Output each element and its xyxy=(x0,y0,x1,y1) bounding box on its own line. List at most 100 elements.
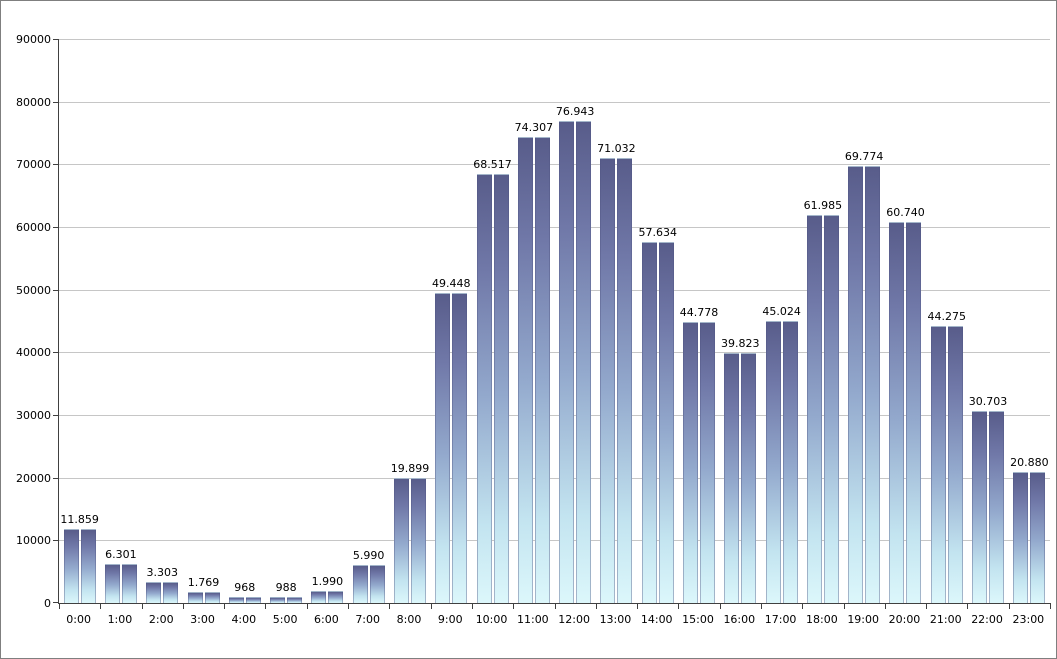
bar-group xyxy=(761,320,802,603)
bar-value-label: 19.899 xyxy=(390,462,430,476)
bar-value-label: 44.778 xyxy=(679,306,719,320)
x-axis-label: 0:00 xyxy=(66,613,91,626)
bar xyxy=(1030,472,1046,603)
y-tick xyxy=(53,540,59,542)
bar-value-label: 44.275 xyxy=(927,309,967,323)
bar xyxy=(270,596,286,603)
bar xyxy=(972,410,988,603)
bar xyxy=(576,120,592,603)
bar xyxy=(204,591,220,603)
bar xyxy=(311,590,327,603)
bar xyxy=(848,165,864,603)
bar-group xyxy=(431,293,472,603)
bar xyxy=(410,478,426,603)
x-axis-label: 15:00 xyxy=(682,613,714,626)
x-axis-label: 16:00 xyxy=(723,613,756,626)
bar-group xyxy=(678,322,719,603)
bar xyxy=(741,353,757,603)
x-tick xyxy=(802,603,804,609)
bar-value-label: 5.990 xyxy=(352,549,385,563)
x-axis-label: 22:00 xyxy=(971,613,1003,626)
bar-value-label: 30.703 xyxy=(968,394,1008,408)
x-axis-label: 20:00 xyxy=(888,613,921,626)
bar-value-label: 57.634 xyxy=(638,225,677,239)
x-tick xyxy=(513,603,515,609)
bar-group xyxy=(59,528,100,603)
x-axis-label: 14:00 xyxy=(640,613,673,626)
y-tick xyxy=(53,164,59,166)
x-tick xyxy=(554,603,556,609)
gridline xyxy=(59,289,1050,291)
bar-value-label: 74.307 xyxy=(514,121,554,135)
x-tick xyxy=(59,603,60,609)
x-axis-label: 10:00 xyxy=(475,613,508,626)
bar xyxy=(823,214,839,603)
y-tick xyxy=(53,352,59,354)
bar-value-label: 61.985 xyxy=(803,198,843,212)
y-tick xyxy=(53,39,59,40)
bar-value-label: 1.990 xyxy=(311,574,344,588)
y-tick-label: 10000 xyxy=(16,534,51,548)
bar xyxy=(369,565,385,603)
x-axis-label: 17:00 xyxy=(764,613,797,626)
bar-group xyxy=(307,590,348,603)
bar-group xyxy=(183,591,224,603)
x-tick xyxy=(471,603,473,609)
bar xyxy=(947,325,963,603)
x-axis-label: 12:00 xyxy=(558,613,590,626)
x-axis-label: 13:00 xyxy=(599,613,632,626)
x-axis-label: 4:00 xyxy=(231,613,257,626)
bar-group xyxy=(967,410,1008,603)
bar xyxy=(724,353,740,603)
y-tick-label: 30000 xyxy=(16,409,51,422)
x-axis-label: 23:00 xyxy=(1012,613,1045,626)
bar xyxy=(889,222,905,603)
x-tick xyxy=(843,603,845,609)
bar-value-label: 71.032 xyxy=(597,141,636,155)
bar-group xyxy=(596,157,637,603)
gridline xyxy=(59,352,1050,354)
bar xyxy=(559,120,575,603)
bar xyxy=(906,222,922,603)
x-axis: 0:00 1:00 2:00 3:00 4:00 5:00 6:00 7:00 8:00 9:00… xyxy=(58,613,1049,629)
gridline xyxy=(59,164,1050,166)
x-tick xyxy=(389,603,391,609)
x-tick xyxy=(265,603,267,609)
bar-value-label: 1.769 xyxy=(187,575,220,589)
x-tick xyxy=(719,603,721,609)
bar xyxy=(146,582,162,603)
x-tick xyxy=(1008,603,1010,609)
bar-group xyxy=(844,165,885,603)
bar-value-label: 11.859 xyxy=(60,512,99,526)
x-axis-label: 1:00 xyxy=(107,613,133,626)
bar-group xyxy=(555,120,596,603)
bar xyxy=(534,137,550,603)
bar-value-label: 3.303 xyxy=(146,566,178,580)
x-tick xyxy=(595,603,597,609)
y-tick-label: 50000 xyxy=(16,283,51,297)
bar-group xyxy=(224,596,265,603)
x-axis-label: 2:00 xyxy=(148,613,174,626)
y-tick xyxy=(53,477,59,479)
y-tick-label: 80000 xyxy=(16,95,51,109)
bar-group xyxy=(926,325,967,603)
y-tick-label: 0 xyxy=(44,597,51,610)
y-tick xyxy=(53,227,59,228)
x-tick xyxy=(760,603,762,609)
bar-value-label: 69.774 xyxy=(844,149,884,163)
bar xyxy=(683,322,699,603)
bar xyxy=(658,241,674,603)
x-axis-label: 21:00 xyxy=(929,613,962,626)
x-tick xyxy=(1050,603,1051,609)
x-tick xyxy=(430,603,432,609)
bar xyxy=(493,173,509,603)
bar-group xyxy=(513,137,554,603)
bar-value-label: 49.448 xyxy=(432,277,471,291)
bar xyxy=(865,165,881,603)
bar xyxy=(617,157,633,603)
bar xyxy=(517,137,533,603)
bar xyxy=(782,320,798,603)
bar xyxy=(476,173,492,603)
bar xyxy=(352,565,368,603)
bar xyxy=(163,582,179,603)
